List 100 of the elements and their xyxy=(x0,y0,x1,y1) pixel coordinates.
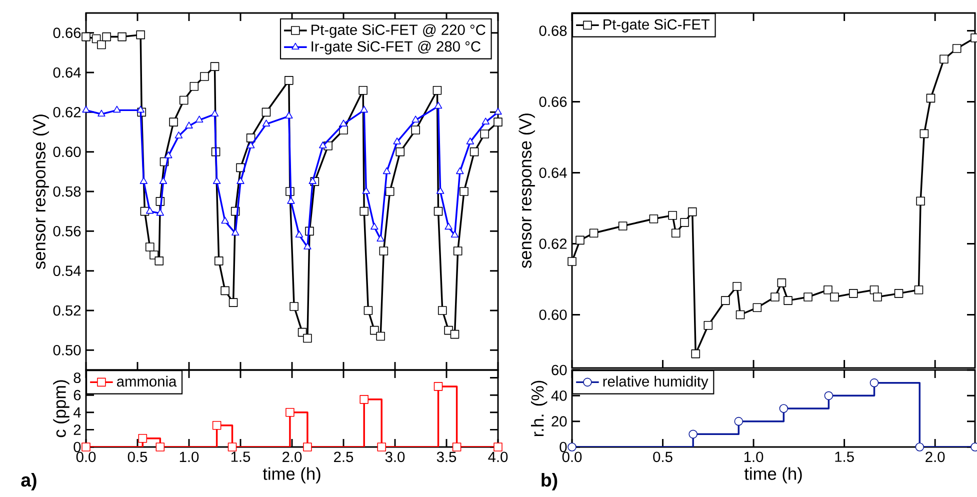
point xyxy=(212,420,222,430)
y-tick-label: 20 xyxy=(552,416,567,427)
y-tick-label: 0.64 xyxy=(539,168,567,178)
x-tick-label: 1.5 xyxy=(835,452,854,462)
point xyxy=(154,256,164,266)
point xyxy=(576,236,584,245)
y-tick-label: 40 xyxy=(551,390,567,401)
y-tick-label: 0.62 xyxy=(539,238,567,249)
x-tick-label: 0.5 xyxy=(128,452,148,462)
point xyxy=(382,167,391,174)
point xyxy=(98,110,106,117)
point xyxy=(618,222,628,230)
point xyxy=(246,134,256,142)
point xyxy=(377,442,386,452)
point xyxy=(376,332,385,341)
point xyxy=(914,286,924,294)
point xyxy=(460,187,468,196)
point xyxy=(295,230,304,238)
point xyxy=(680,218,689,227)
point xyxy=(82,106,90,113)
y-tick-label: 0.66 xyxy=(539,96,567,107)
y-tick-label: 0.66 xyxy=(53,28,81,38)
point xyxy=(732,282,742,291)
point xyxy=(589,228,598,238)
point xyxy=(452,442,462,452)
legend-label: Pt-gate SiC-FET @ 220 °C xyxy=(312,24,486,38)
point xyxy=(286,408,294,417)
point xyxy=(284,76,294,85)
x-tick-label: 4.0 xyxy=(488,452,508,462)
legend-label: Ir-gate SiC-FET @ 280 °C xyxy=(312,40,480,55)
point xyxy=(246,141,255,148)
y-tick-label: 0.64 xyxy=(53,67,81,78)
point xyxy=(568,442,576,452)
point xyxy=(721,296,730,305)
x-tick-label: 0.0 xyxy=(76,452,96,462)
point xyxy=(169,118,178,126)
point xyxy=(236,177,244,184)
point xyxy=(102,32,112,42)
y-tick-label: 0.62 xyxy=(53,106,81,118)
text: b) xyxy=(542,472,558,490)
point xyxy=(360,206,368,216)
point xyxy=(195,116,204,122)
point xyxy=(156,208,164,216)
y-axis-title: c (ppm) xyxy=(53,380,70,438)
legend-label: ammonia xyxy=(116,376,177,387)
point xyxy=(568,257,576,266)
point xyxy=(262,120,270,126)
point xyxy=(952,44,962,53)
point xyxy=(174,132,183,138)
point xyxy=(824,391,834,400)
y-tick-label: 0.56 xyxy=(53,226,81,236)
point xyxy=(358,86,368,95)
point xyxy=(362,187,370,194)
point xyxy=(200,72,209,81)
point xyxy=(228,298,238,307)
y-tick-label: 0.58 xyxy=(53,186,81,197)
point xyxy=(303,442,312,452)
point xyxy=(370,326,379,335)
point xyxy=(364,306,373,315)
point xyxy=(412,116,420,122)
point xyxy=(482,118,490,124)
y-tick-label: 60 xyxy=(552,364,567,376)
point xyxy=(303,334,312,343)
point xyxy=(285,112,293,119)
point xyxy=(940,54,948,64)
point xyxy=(450,330,460,339)
y-tick-label: 4 xyxy=(73,407,81,418)
y-tick-label: 2 xyxy=(74,424,81,435)
y-axis-title: r.h. (%) xyxy=(531,380,548,436)
y-axis-title: sensor response (V) xyxy=(518,114,535,268)
point xyxy=(691,349,700,358)
point xyxy=(434,206,443,216)
point xyxy=(156,442,165,452)
point xyxy=(494,442,502,452)
point xyxy=(784,296,792,305)
point xyxy=(97,40,106,50)
y-tick-label: 0.52 xyxy=(53,305,81,316)
point xyxy=(870,378,879,388)
point xyxy=(82,442,90,452)
point xyxy=(140,177,148,184)
point xyxy=(319,141,327,148)
point xyxy=(287,197,295,204)
point xyxy=(450,230,459,238)
point xyxy=(444,222,452,230)
point xyxy=(770,292,780,302)
point xyxy=(159,177,168,184)
x-tick-label: 1.0 xyxy=(744,452,764,462)
point xyxy=(210,110,219,117)
point xyxy=(136,106,144,113)
point xyxy=(777,278,786,288)
y-tick-label: 0.68 xyxy=(539,26,567,36)
x-tick-label: 2.5 xyxy=(334,452,354,462)
point xyxy=(212,177,221,184)
point xyxy=(379,246,388,256)
y-axis-title: sensor response (V) xyxy=(32,114,49,270)
point xyxy=(340,120,348,126)
point xyxy=(146,206,154,214)
point xyxy=(262,108,271,117)
point xyxy=(360,106,368,113)
point xyxy=(434,382,443,391)
